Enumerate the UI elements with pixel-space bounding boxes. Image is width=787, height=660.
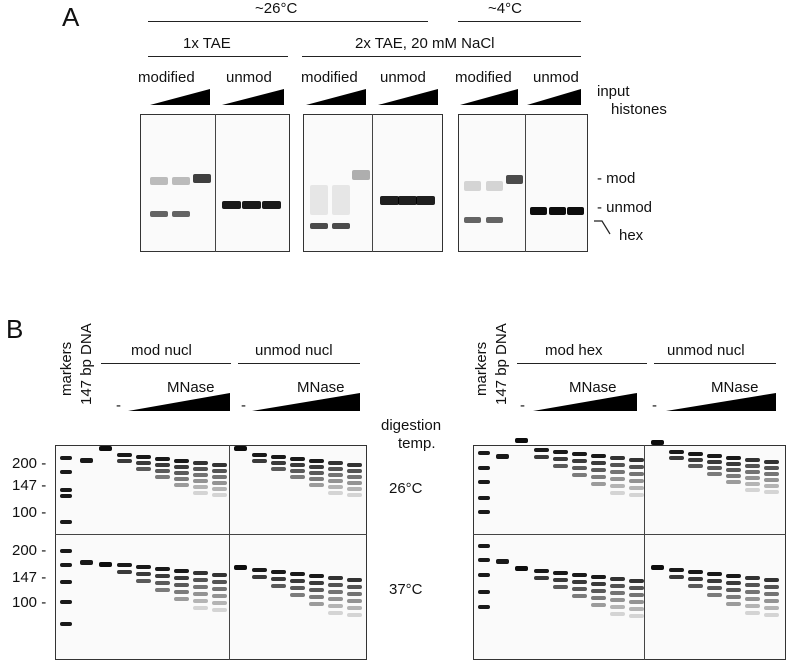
buffer-1-label: 1x TAE [183, 35, 231, 52]
lane-modified-label: modified [138, 69, 195, 86]
panel-b-letter: B [6, 314, 24, 344]
mnase-gradient-wedge [533, 393, 637, 411]
unmod-nucl-rule [654, 363, 776, 364]
temp-cold-label: ~4°C [488, 0, 522, 17]
digestion-temp-label: temp. [398, 435, 436, 452]
no-enzyme-dash: - [520, 397, 525, 414]
unmod-nucl-label: unmod nucl [255, 342, 333, 359]
histone-gradient-wedge [378, 89, 438, 105]
size-marker-200: 200 - [12, 455, 47, 472]
lane-unmod-label: unmod [533, 69, 579, 86]
histone-gradient-wedge [306, 89, 366, 105]
gel-divider [215, 114, 216, 252]
gel-a-3 [458, 114, 588, 252]
lane-modified-label: modified [455, 69, 512, 86]
buffer-2-rule [302, 56, 581, 57]
mnase-gradient-wedge [252, 393, 360, 411]
lane-modified-label: modified [301, 69, 358, 86]
gel-divider [372, 114, 373, 252]
gel-band [515, 438, 528, 443]
gel-b-left [55, 445, 367, 660]
gel-a-2 [303, 114, 443, 252]
mnase-label: MNase [711, 379, 759, 396]
buffer-2-label: 2x TAE, 20 mM NaCl [355, 35, 495, 52]
histone-gradient-wedge [527, 89, 581, 105]
temp-warm-rule [148, 21, 428, 22]
lane-unmod-label: unmod [226, 69, 272, 86]
histone-gradient-wedge [150, 89, 210, 105]
mod-nucl-label: mod nucl [131, 342, 192, 359]
size-marker-200: 200 - [12, 542, 47, 559]
band-unmod-label: - unmod [597, 199, 653, 216]
buffer-1-rule [148, 56, 288, 57]
mod-hex-rule [517, 363, 647, 364]
gel-b-right [473, 445, 786, 660]
dna-lane-label: 147 bp DNA [78, 323, 95, 405]
mnase-gradient-wedge [128, 393, 230, 411]
dna-lane-label: 147 bp DNA [493, 323, 510, 405]
unmod-nucl-label: unmod nucl [667, 342, 745, 359]
temp-cold-rule [458, 21, 581, 22]
histone-gradient-wedge [222, 89, 284, 105]
gel-divider [229, 445, 230, 660]
mnase-label: MNase [167, 379, 215, 396]
input-histones-label: input [597, 83, 630, 100]
temp-warm-label: ~26°C [255, 0, 298, 17]
gel-divider [644, 445, 645, 660]
band-hex-label: hex [619, 227, 644, 244]
panel-a-letter: A [62, 2, 80, 32]
no-enzyme-dash: - [652, 397, 657, 414]
unmod-nucl-rule [238, 363, 360, 364]
markers-lane-label: markers [473, 341, 490, 396]
gel-divider [473, 534, 786, 535]
hex-pointer [594, 220, 611, 235]
mnase-label: MNase [569, 379, 617, 396]
mod-nucl-rule [101, 363, 231, 364]
histone-gradient-wedge [460, 89, 518, 105]
size-marker-147: 147 - [12, 569, 47, 586]
gel-divider [55, 534, 367, 535]
size-marker-147: 147 - [12, 477, 47, 494]
no-enzyme-dash: - [241, 397, 246, 414]
temp-26-label: 26°C [389, 480, 423, 497]
digestion-temp-label: digestion [381, 417, 442, 434]
mnase-label: MNase [297, 379, 345, 396]
size-marker-100: 100 - [12, 504, 47, 521]
no-enzyme-dash: - [116, 397, 121, 414]
mnase-gradient-wedge [666, 393, 776, 411]
size-marker-100: 100 - [12, 594, 47, 611]
markers-lane-label: markers [58, 341, 75, 396]
temp-37-label: 37°C [389, 581, 423, 598]
gel-divider [525, 114, 526, 252]
mod-hex-label: mod hex [545, 342, 603, 359]
lane-unmod-label: unmod [380, 69, 426, 86]
input-histones-label: histones [611, 101, 667, 118]
band-mod-label: - mod [597, 170, 636, 187]
